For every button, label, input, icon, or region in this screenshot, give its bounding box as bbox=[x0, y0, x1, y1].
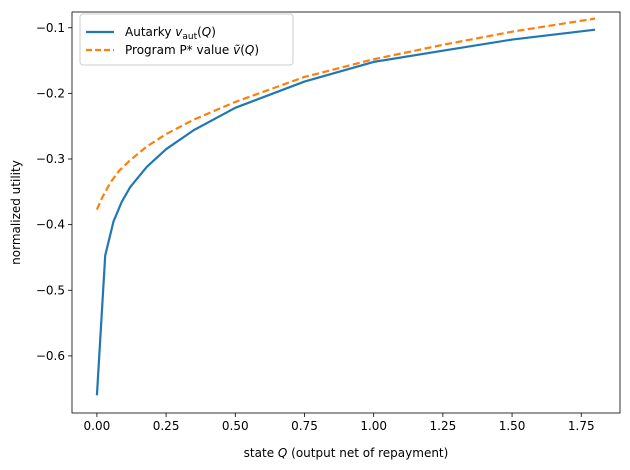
plot-area bbox=[72, 12, 620, 413]
x-tick-label: 0.75 bbox=[291, 419, 318, 433]
x-tick-label: 1.75 bbox=[568, 419, 595, 433]
x-tick-label: 0.00 bbox=[84, 419, 111, 433]
y-tick-label: −0.2 bbox=[36, 86, 65, 100]
y-tick-label: −0.3 bbox=[36, 152, 65, 166]
legend: Autarky vaut(Q) Program P* value ṽ(Q) bbox=[79, 13, 294, 66]
plot-frame bbox=[71, 11, 621, 414]
legend-label-program: Program P* value ṽ(Q) bbox=[125, 43, 259, 57]
y-tick-label: −0.5 bbox=[36, 283, 65, 297]
x-tick-label: 0.25 bbox=[153, 419, 180, 433]
y-tick-label: −0.6 bbox=[36, 349, 65, 363]
legend-box bbox=[79, 13, 294, 66]
x-axis-label: state Q (output net of repayment) bbox=[244, 446, 449, 460]
x-tick-label: 1.25 bbox=[430, 419, 457, 433]
series-line-autarky bbox=[95, 28, 596, 396]
x-axis: 0.00 0.25 0.50 0.75 1.00 1.25 1.50 1.75 bbox=[84, 413, 595, 433]
y-axis: −0.6 −0.5 −0.4 −0.3 −0.2 −0.1 bbox=[36, 21, 72, 363]
series-layer bbox=[95, 17, 596, 396]
y-tick-label: −0.4 bbox=[36, 218, 65, 232]
x-tick-label: 0.50 bbox=[222, 419, 249, 433]
x-tick-label: 1.50 bbox=[499, 419, 526, 433]
series-line-program bbox=[95, 17, 596, 210]
x-tick-label: 1.00 bbox=[360, 419, 387, 433]
y-tick-label: −0.1 bbox=[36, 21, 65, 35]
y-axis-label: normalized utility bbox=[9, 160, 23, 265]
